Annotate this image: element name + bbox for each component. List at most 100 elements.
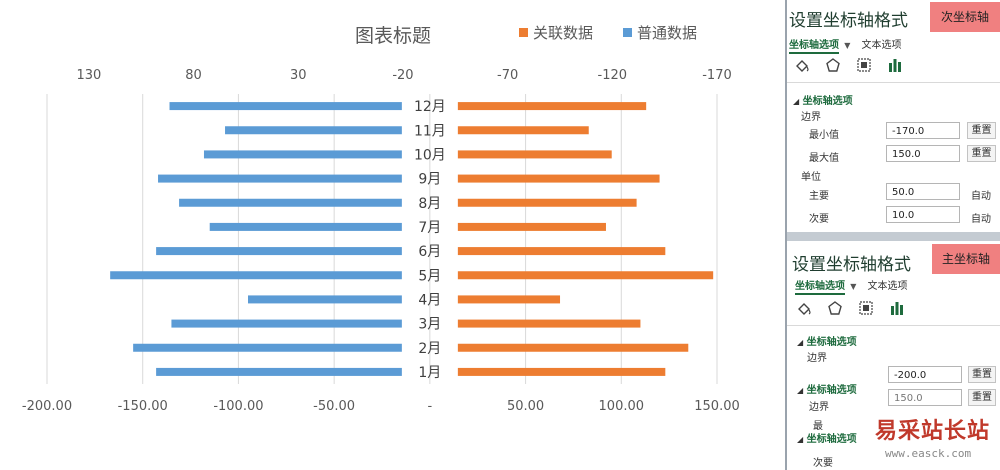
max-label: 最大值: [809, 153, 839, 164]
bar: [209, 222, 402, 231]
primary-tick-label: 100.00: [599, 399, 645, 414]
category-label: 12月: [414, 99, 446, 115]
major-auto-button[interactable]: 自动: [971, 191, 991, 202]
collapse-triangle-icon[interactable]: ◢: [797, 435, 804, 444]
bar: [179, 198, 402, 207]
legend-label: 普通数据: [637, 24, 697, 42]
category-label: 6月: [418, 244, 441, 260]
min-value-input[interactable]: -200.0: [888, 366, 962, 383]
min-reset-button[interactable]: 重置: [968, 366, 996, 383]
paint-bucket-icon[interactable]: [795, 299, 812, 316]
pentagon-icon[interactable]: [826, 299, 843, 316]
category-labels: 1月 2月 3月 4月 5月 6月 7月 8月 9月 10月 11月 12月: [414, 99, 446, 381]
category-label: 2月: [418, 341, 441, 357]
gridlines: [46, 94, 718, 384]
panel-title: 设置坐标轴格式: [789, 11, 908, 31]
legend-label: 关联数据: [533, 24, 593, 42]
primary-tick-label: -: [428, 399, 433, 414]
max-value-input[interactable]: 150.0: [886, 145, 960, 162]
collapse-triangle-icon[interactable]: ◢: [793, 97, 800, 106]
bar: [156, 367, 402, 376]
bar: [457, 126, 589, 135]
size-properties-icon[interactable]: [857, 299, 874, 316]
bar: [248, 295, 402, 304]
category-label: 9月: [418, 172, 441, 188]
category-label: 7月: [418, 220, 441, 236]
bar: [457, 198, 637, 207]
section-axis-options[interactable]: 坐标轴选项: [802, 96, 853, 107]
major-value-input[interactable]: 50.0: [886, 183, 960, 200]
minor-label: 次要: [813, 458, 833, 469]
bar: [156, 247, 402, 256]
size-properties-icon[interactable]: [855, 56, 872, 73]
chevron-down-icon[interactable]: ▼: [844, 41, 851, 50]
bars: [110, 102, 714, 376]
paint-bucket-icon[interactable]: [793, 56, 810, 73]
bar: [457, 271, 714, 280]
bar: [457, 367, 666, 376]
secondary-tick-label: -170: [702, 68, 732, 83]
bar-chart: 图表标题 关联数据 普通数据 130 80 30 -20 -70 -120 -170 -200…: [22, 24, 740, 414]
section-axis-options-3[interactable]: 坐标轴选项: [806, 434, 857, 445]
legend-swatch: [519, 28, 528, 37]
minor-value-input[interactable]: 10.0: [886, 206, 960, 223]
format-axis-panel-secondary: 设置坐标轴格式 次坐标轴 坐标轴选项 ▼ 文本选项 ◢ 坐标轴选项 边界 最小值…: [787, 0, 1000, 232]
chart-title: 图表标题: [355, 25, 431, 47]
pentagon-icon[interactable]: [824, 56, 841, 73]
max-reset-button[interactable]: 重置: [967, 145, 996, 162]
bounds-label: 边界: [807, 353, 827, 364]
tab-axis-options[interactable]: 坐标轴选项: [795, 281, 845, 295]
secondary-axis-ticks: 130 80 30 -20 -70 -120 -170: [76, 68, 731, 83]
primary-tick-label: -150.00: [118, 399, 168, 414]
bar: [158, 174, 402, 183]
bar-chart-icon[interactable]: [888, 299, 905, 316]
section-axis-options[interactable]: 坐标轴选项: [806, 337, 857, 348]
min-value-input[interactable]: -170.0: [886, 122, 960, 139]
secondary-tick-label: 130: [76, 68, 101, 83]
collapse-triangle-icon[interactable]: ◢: [797, 386, 804, 395]
tab-axis-options[interactable]: 坐标轴选项: [789, 40, 839, 54]
category-label: 3月: [418, 317, 441, 333]
section-axis-options-2[interactable]: 坐标轴选项: [806, 385, 857, 396]
bar: [457, 102, 647, 111]
bar: [203, 150, 402, 159]
chevron-down-icon[interactable]: ▼: [850, 282, 857, 291]
primary-axis-ticks: -200.00 -150.00 -100.00 -50.00-50.00 100.00 1…: [22, 399, 740, 414]
tab-text-options[interactable]: 文本选项: [861, 40, 902, 51]
primary-tick-label: -50.00: [313, 399, 355, 414]
bounds-label-2: 边界: [809, 402, 829, 413]
major-label: 主要: [809, 191, 829, 202]
minor-auto-button[interactable]: 自动: [971, 214, 991, 225]
secondary-tick-label: -120: [598, 68, 628, 83]
watermark-logo: 易采站长站: [875, 418, 991, 444]
category-label: 5月: [418, 268, 441, 284]
primary-tick-label: -200.00: [22, 399, 72, 414]
bar: [457, 343, 689, 352]
chart-legend: 关联数据 普通数据: [519, 24, 697, 42]
label-zui: 最: [813, 421, 823, 432]
bar: [457, 295, 561, 304]
category-label: 4月: [418, 292, 441, 308]
watermark-url: www.easck.com: [885, 447, 972, 460]
max-reset-button[interactable]: 重置: [968, 389, 996, 406]
minor-label: 次要: [809, 214, 829, 225]
collapse-triangle-icon[interactable]: ◢: [797, 338, 804, 347]
format-axis-panel-primary: 设置坐标轴格式 主坐标轴 坐标轴选项 ▼ 文本选项 ◢ 坐标轴选项 边界 -20…: [787, 241, 1000, 470]
bar-chart-icon[interactable]: [886, 56, 903, 73]
min-reset-button[interactable]: 重置: [967, 122, 996, 139]
secondary-tick-label: 80: [185, 68, 202, 83]
primary-axis-badge: 主坐标轴: [932, 244, 1000, 274]
bar: [457, 174, 660, 183]
category-label: 11月: [414, 123, 446, 139]
panel-title: 设置坐标轴格式: [792, 255, 911, 275]
bar: [171, 319, 402, 328]
category-label: 8月: [418, 196, 441, 212]
bar: [133, 343, 402, 352]
category-label: 1月: [418, 365, 441, 381]
bounds-label: 边界: [801, 112, 821, 123]
tab-text-options[interactable]: 文本选项: [867, 281, 908, 292]
category-label: 10月: [414, 147, 446, 163]
bar: [457, 222, 606, 231]
primary-tick-label: -100.00: [213, 399, 263, 414]
max-value-input[interactable]: 150.0: [888, 389, 962, 406]
